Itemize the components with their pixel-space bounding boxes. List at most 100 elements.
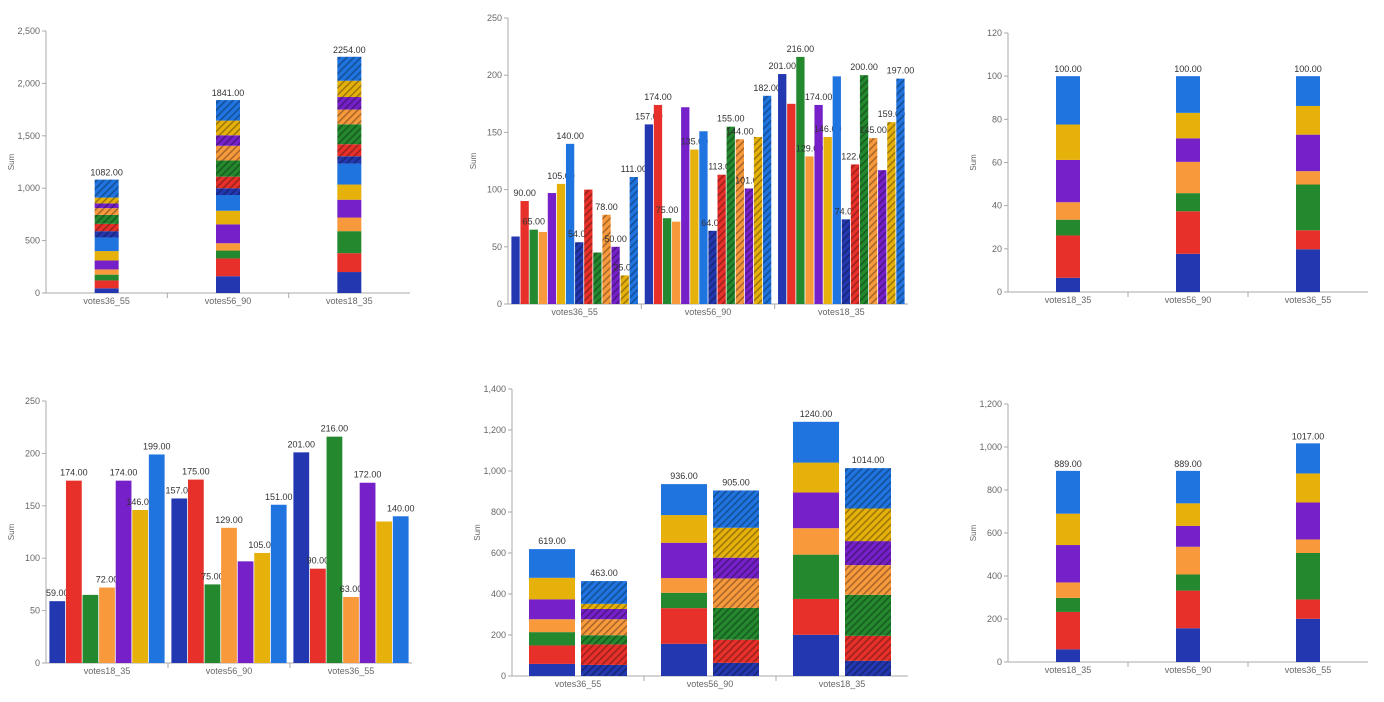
y-tick-label: 0 xyxy=(35,288,40,298)
bar xyxy=(359,482,376,663)
bar xyxy=(254,552,271,663)
bar xyxy=(520,201,529,304)
bar-segment xyxy=(581,619,627,636)
bar-segment xyxy=(1296,618,1320,662)
bar-segment xyxy=(1176,193,1200,212)
bar-segment xyxy=(94,269,119,275)
bar-segment xyxy=(216,258,240,277)
bar xyxy=(805,156,814,304)
data-label: 144.00 xyxy=(726,126,754,136)
bar-segment xyxy=(529,599,575,620)
bar-segment xyxy=(94,231,119,238)
y-tick-label: 150 xyxy=(487,127,502,137)
bar-segment xyxy=(845,468,891,509)
bar-segment xyxy=(1176,628,1200,662)
bar xyxy=(735,139,744,304)
bar xyxy=(82,594,99,663)
bar-segment xyxy=(1296,249,1320,292)
bar xyxy=(726,126,735,305)
bar-segment xyxy=(337,109,362,125)
data-label: 157.00 xyxy=(635,111,663,121)
y-tick-label: 0 xyxy=(497,299,502,309)
y-tick-label: 600 xyxy=(987,528,1002,538)
bar-segment xyxy=(94,208,119,215)
data-label: 101.00 xyxy=(735,175,763,185)
data-label: 216.00 xyxy=(321,424,349,434)
y-axis-label: Sum xyxy=(469,152,478,169)
data-label: 172.00 xyxy=(354,470,382,480)
total-label: 1841.00 xyxy=(212,88,245,98)
y-tick-label: 200 xyxy=(25,448,40,458)
bar xyxy=(620,275,629,304)
bar-segment xyxy=(94,260,119,270)
y-tick-label: 1,500 xyxy=(17,131,40,141)
bar xyxy=(293,452,310,663)
bar-segment xyxy=(94,251,119,261)
bar-segment xyxy=(1176,590,1200,629)
x-tick-label: votes36_55 xyxy=(1285,665,1332,675)
chart-5: 0 200 400 600 800 1,000 1,200 1,400 Sum votes36_5… xyxy=(473,384,908,689)
bar-segment xyxy=(529,663,575,676)
bar-segment xyxy=(529,619,575,633)
bar xyxy=(575,242,584,304)
data-label: 50.00 xyxy=(604,234,627,244)
bar-segment xyxy=(1056,235,1080,278)
y-tick-label: 250 xyxy=(25,396,40,406)
total-label: 889.00 xyxy=(1174,459,1202,469)
bar-segment xyxy=(1056,611,1080,650)
data-label: 74.00 xyxy=(835,206,858,216)
bar-segment xyxy=(581,603,627,609)
bar-segment xyxy=(216,250,240,259)
bar-segment xyxy=(94,179,119,198)
bar-segment xyxy=(216,160,240,177)
bar-segment xyxy=(337,56,362,81)
bar-segment xyxy=(1056,582,1080,598)
bar-segment xyxy=(1296,502,1320,540)
bar-segment xyxy=(713,527,759,558)
bar-segment xyxy=(793,554,839,599)
y-axis-label: Sum xyxy=(7,523,16,540)
x-tick-label: votes56_90 xyxy=(687,679,734,689)
data-label: 174.00 xyxy=(60,468,88,478)
bar-segment xyxy=(216,145,240,161)
data-label: 90.00 xyxy=(307,556,330,566)
y-tick-label: 200 xyxy=(491,630,506,640)
data-label: 174.00 xyxy=(110,468,138,478)
bar-segment xyxy=(793,528,839,555)
y-tick-label: 200 xyxy=(487,70,502,80)
bar-segment xyxy=(1296,230,1320,250)
y-tick-label: 2,000 xyxy=(17,78,40,88)
bar-segment xyxy=(1296,539,1320,553)
bar-segment xyxy=(1176,138,1200,162)
bar-segment xyxy=(713,490,759,528)
bar-segment xyxy=(337,163,362,185)
bar xyxy=(309,568,326,663)
y-tick-label: 0 xyxy=(35,658,40,668)
bar xyxy=(887,122,896,304)
total-label: 100.00 xyxy=(1174,64,1202,74)
data-label: 140.00 xyxy=(387,503,415,513)
bar-segment xyxy=(845,660,891,676)
y-tick-label: 100 xyxy=(25,553,40,563)
bar-segment xyxy=(713,639,759,663)
x-tick-label: votes18_35 xyxy=(1045,665,1092,675)
bar-segment xyxy=(216,120,240,136)
bar-segment xyxy=(337,217,362,232)
bar-segment xyxy=(216,224,240,244)
bar-segment xyxy=(529,645,575,664)
y-tick-label: 150 xyxy=(25,501,40,511)
bar-segment xyxy=(661,608,707,644)
bar-segment xyxy=(1056,124,1080,160)
total-label: 100.00 xyxy=(1294,64,1322,74)
chart-1: 0 500 1,000 1,500 2,000 2,500 Sum votes36_55 vot… xyxy=(7,26,410,306)
data-label: 111.00 xyxy=(621,164,647,174)
data-label: 129.00 xyxy=(796,143,824,153)
bar-segment xyxy=(661,542,707,579)
bar-segment xyxy=(1176,211,1200,254)
x-tick-label: votes18_35 xyxy=(84,666,131,676)
y-tick-label: 50 xyxy=(30,606,40,616)
data-label: 75.00 xyxy=(656,205,679,215)
bar xyxy=(814,104,823,304)
bar-segment xyxy=(1176,253,1200,292)
bar xyxy=(878,170,887,304)
